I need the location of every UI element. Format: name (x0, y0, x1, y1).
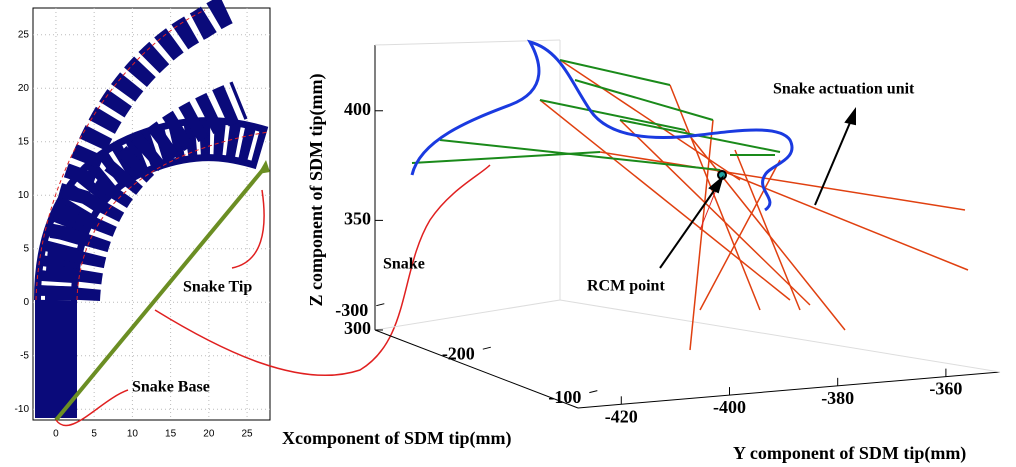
x-tick-label: 10 (127, 429, 139, 440)
tick-mark (589, 390, 598, 394)
z-tick-label: 400 (344, 99, 371, 119)
annotation: Snake (383, 256, 425, 273)
y-tick-label: 15 (18, 136, 30, 147)
x-tick-label: -300 (335, 300, 368, 320)
x-tick-label: -100 (548, 387, 581, 407)
axes-3d (374, 39, 1001, 409)
x-tick-label: -200 (442, 343, 475, 363)
z-tick-label: 300 (344, 318, 371, 338)
y-axis-label: Y component of SDM tip(mm) (733, 443, 966, 464)
arrows (659, 107, 856, 269)
y-tick-label: -400 (713, 397, 746, 417)
z-tick-label: 350 (344, 209, 371, 229)
left-frame (32, 7, 271, 421)
y-tick-label: 25 (18, 29, 30, 40)
tick-mark (376, 303, 385, 307)
annotation: RCM point (587, 278, 665, 295)
y-tick-label: -10 (15, 404, 30, 415)
y-tick-label: 10 (18, 190, 30, 201)
snake-body (34, 0, 491, 427)
y-tick-label: 0 (23, 297, 29, 308)
y-tick-label: -360 (929, 379, 962, 399)
y-tick-label: 20 (18, 83, 30, 94)
y-tick-label: -5 (20, 350, 29, 361)
y-tick-label: 5 (23, 243, 29, 254)
x-tick-label: 15 (165, 429, 177, 440)
tick-mark (482, 346, 491, 350)
x-tick-label: 20 (203, 429, 215, 440)
annotation: Snake actuation unit (773, 81, 915, 98)
z-axis-label: Z component of SDM tip(mm) (306, 74, 327, 307)
y-tick-label: -420 (605, 406, 638, 426)
x-tick-label: 25 (242, 429, 254, 440)
annotation: Snake Base (132, 379, 210, 396)
x-tick-label: 0 (53, 429, 59, 440)
x-tick-label: 5 (91, 429, 97, 440)
x-axis-label: Xcomponent of SDM tip(mm) (282, 428, 511, 449)
annotation: Snake Tip (183, 279, 252, 296)
y-tick-label: -380 (821, 388, 854, 408)
trajectories (410, 39, 969, 351)
